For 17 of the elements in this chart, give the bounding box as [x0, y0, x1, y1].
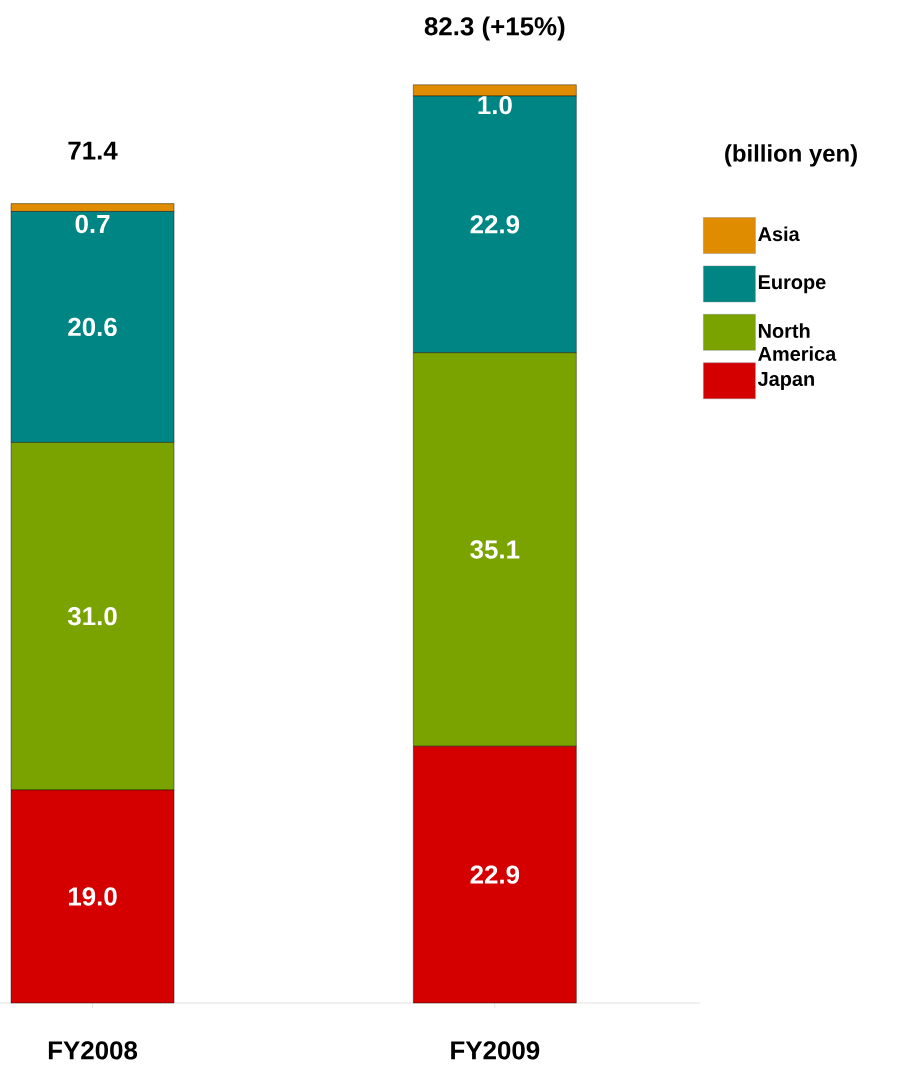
data-label: 22.9	[470, 865, 520, 884]
x-tick-label: FY2008	[48, 1041, 138, 1060]
data-label: 35.1	[470, 540, 520, 559]
data-label: 22.9	[470, 215, 520, 234]
data-label: 19.0	[68, 887, 117, 906]
data-label: 31.0	[67, 607, 117, 626]
total-label: 71.4	[68, 141, 118, 160]
x-tick-label: FY2009	[451, 1041, 540, 1060]
total-label: 82.3 (+15%)	[424, 16, 565, 41]
legend-label: Japan	[757, 372, 814, 390]
data-label: 1.0	[478, 95, 512, 115]
data-label: 20.6	[68, 317, 117, 337]
data-label: 0.7	[75, 214, 110, 234]
legend-label: Europe	[758, 275, 826, 294]
legend-label: North America	[758, 323, 837, 361]
text: (billion yen)	[725, 144, 857, 167]
legend-label: Asia	[758, 226, 800, 242]
